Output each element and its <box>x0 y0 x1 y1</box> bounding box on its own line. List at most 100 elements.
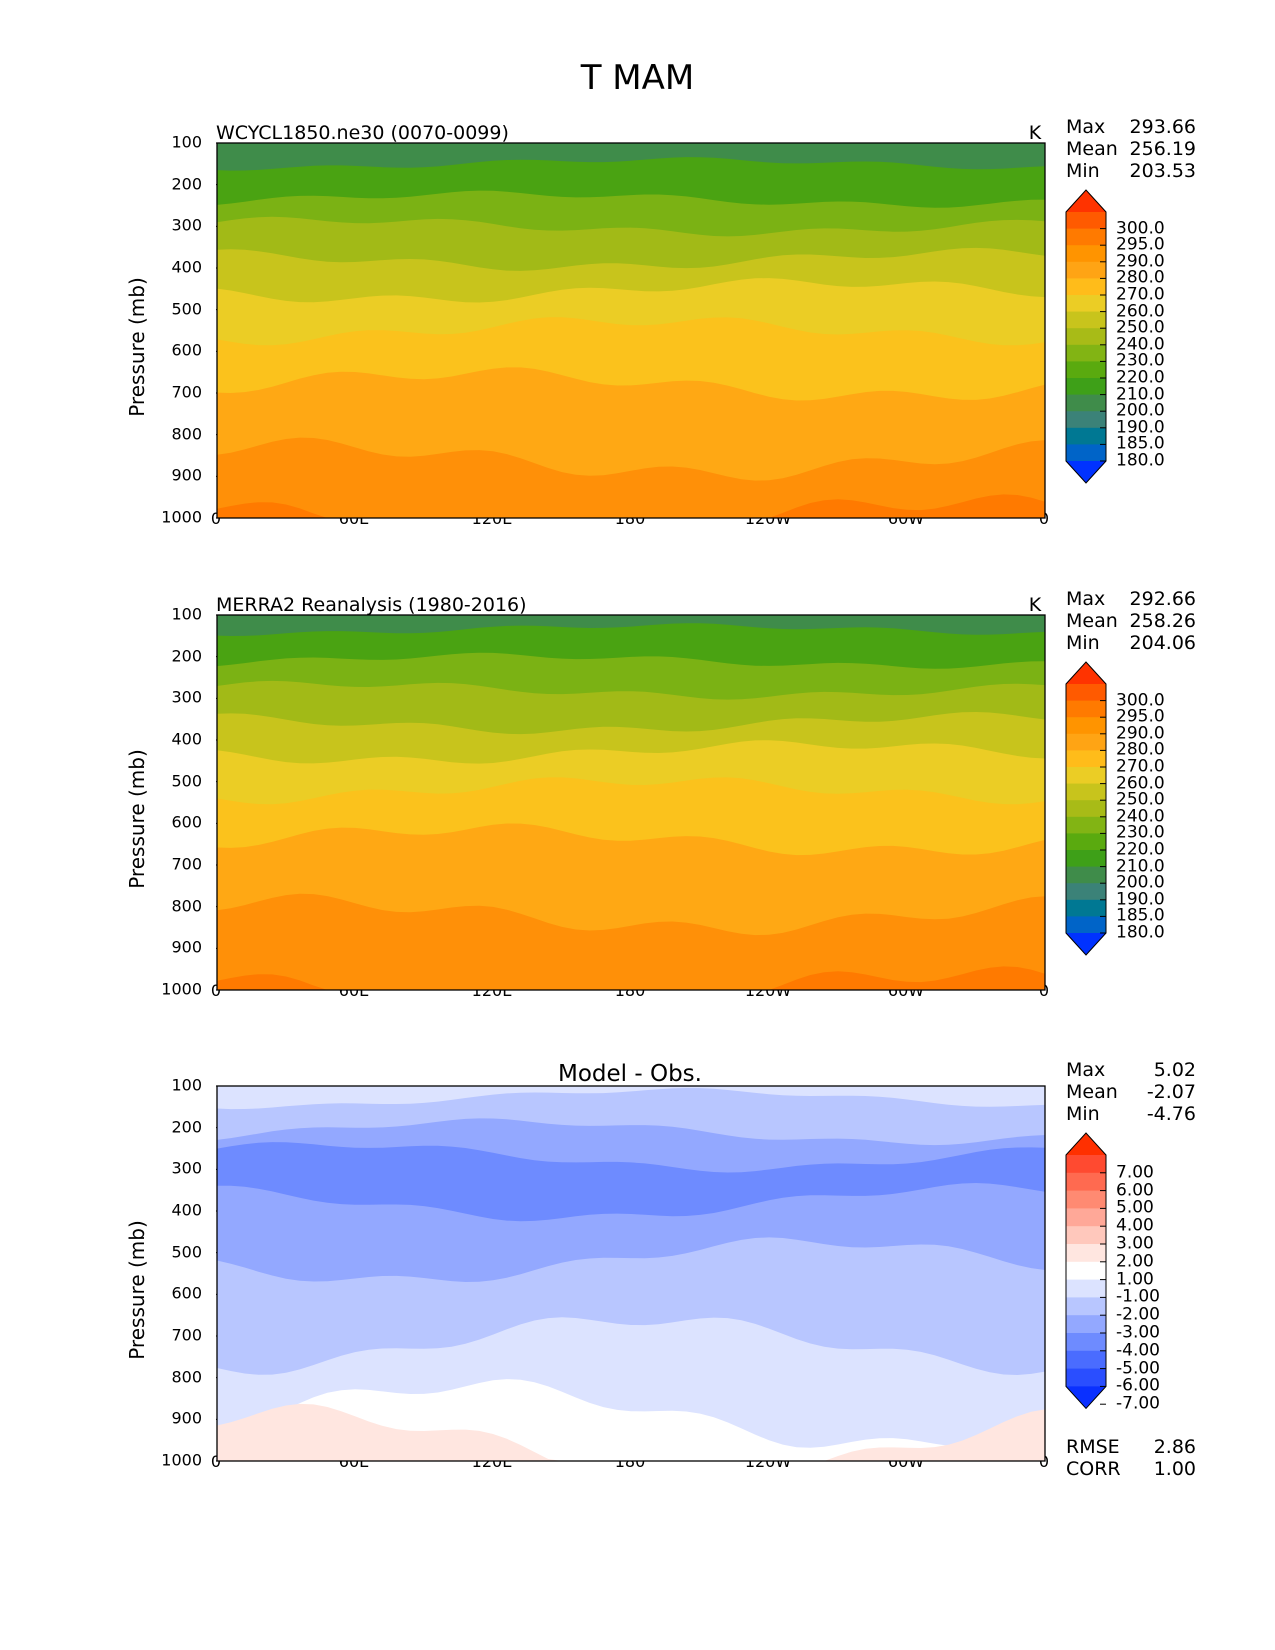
colorbar-cell <box>1066 684 1106 702</box>
stat-label: Mean <box>1066 1081 1118 1103</box>
colorbar-level: 180.0 <box>1116 922 1165 943</box>
colorbar-level: 250.0 <box>1116 317 1165 338</box>
colorbar-cell <box>1066 295 1106 313</box>
colorbar-level: 3.00 <box>1116 1233 1154 1254</box>
colorbar-level: -5.00 <box>1116 1358 1160 1379</box>
y-tick-label: 300 <box>171 215 202 235</box>
colorbar-level: 270.0 <box>1116 284 1165 305</box>
contour-band <box>217 437 1045 518</box>
stats-box: Max 292.66 Mean 258.26 Min 204.06 <box>1066 588 1196 654</box>
stat-label: Max <box>1066 588 1106 610</box>
colorbar-level: 220.0 <box>1116 839 1165 860</box>
colorbar-level: 5.00 <box>1116 1197 1154 1218</box>
stat-label: Min <box>1066 632 1100 654</box>
colorbar-level: 240.0 <box>1116 334 1165 355</box>
colorbar-level: 185.0 <box>1116 905 1165 926</box>
colorbar-cell <box>1066 1244 1106 1263</box>
bottom-stat-row: RMSE 2.86 <box>1066 1436 1196 1458</box>
colorbar <box>1065 661 1107 956</box>
colorbar-cell <box>1066 444 1106 462</box>
y-tick-label: 1000 <box>161 1450 202 1470</box>
colorbar-level: 260.0 <box>1116 301 1165 322</box>
colorbar-level: 260.0 <box>1116 773 1165 794</box>
colorbar-level: 295.0 <box>1116 234 1165 255</box>
colorbar-level: -3.00 <box>1116 1322 1160 1343</box>
colorbar-level: 180.0 <box>1116 450 1165 471</box>
y-tick-label: 400 <box>171 729 202 749</box>
colorbar-cell <box>1066 427 1106 445</box>
colorbar-cell <box>1066 1155 1106 1174</box>
colorbar-cell <box>1066 261 1106 279</box>
contour-plot <box>216 614 1046 991</box>
colorbar-level: 280.0 <box>1116 739 1165 760</box>
colorbar-cell <box>1066 833 1106 851</box>
colorbar-level: 6.00 <box>1116 1180 1154 1201</box>
colorbar-level: 1.00 <box>1116 1269 1154 1290</box>
bottom-stats: RMSE 2.86 CORR 1.00 <box>1066 1436 1196 1480</box>
y-tick-label: 800 <box>171 1367 202 1387</box>
colorbar-cell <box>1066 850 1106 868</box>
colorbar-level: 190.0 <box>1116 417 1165 438</box>
panel-1: WCYCL1850.ne30 (0070-0099) K Pressure (mb)… <box>0 116 1275 592</box>
stat-value: 292.66 <box>1129 588 1196 610</box>
stat-value: -2.07 <box>1146 1081 1196 1103</box>
colorbar-max-extend <box>1066 1133 1106 1155</box>
colorbar-cell <box>1066 1333 1106 1352</box>
y-tick-label: 100 <box>171 604 202 624</box>
y-tick-label: 300 <box>171 687 202 707</box>
colorbar-cell <box>1066 883 1106 901</box>
stat-label: Max <box>1066 1059 1106 1081</box>
colorbar-level: 295.0 <box>1116 706 1165 727</box>
plot-frame <box>216 142 1046 519</box>
y-tick-label: 900 <box>171 465 202 485</box>
contour-band <box>217 494 1045 518</box>
colorbar-cell <box>1066 394 1106 412</box>
y-tick-label: 600 <box>171 1283 202 1303</box>
y-tick-label: 500 <box>171 1242 202 1262</box>
colorbar-level: -4.00 <box>1116 1340 1160 1361</box>
y-tick-label: 100 <box>171 132 202 152</box>
colorbar-max-extend <box>1066 662 1106 684</box>
contour-band <box>217 1403 1045 1461</box>
colorbar-cell <box>1066 1368 1106 1387</box>
y-tick-label: 100 <box>171 1075 202 1095</box>
stat-row: Mean 258.26 <box>1066 610 1196 632</box>
panel-2: MERRA2 Reanalysis (1980-2016) K Pressure (… <box>0 588 1275 1064</box>
y-tick-label: 600 <box>171 812 202 832</box>
y-tick-label: 200 <box>171 1117 202 1137</box>
colorbar-level: 290.0 <box>1116 251 1165 272</box>
colorbar-level: 240.0 <box>1116 806 1165 827</box>
colorbar-cell <box>1066 1172 1106 1192</box>
colorbar-cell <box>1066 378 1106 396</box>
colorbar-cell <box>1066 245 1106 263</box>
colorbar <box>1065 189 1107 484</box>
colorbar-level: 220.0 <box>1116 367 1165 388</box>
y-tick-label: 1000 <box>161 979 202 999</box>
colorbar-cell <box>1066 1190 1106 1209</box>
colorbar-level: 4.00 <box>1116 1215 1154 1236</box>
y-axis-label: Pressure (mb) <box>122 749 152 889</box>
stat-value: 256.19 <box>1129 138 1196 160</box>
contour-plot <box>216 142 1046 519</box>
stat-label: CORR <box>1066 1458 1121 1480</box>
colorbar-level: 290.0 <box>1116 723 1165 744</box>
y-tick-label: 300 <box>171 1158 202 1178</box>
colorbar-cell <box>1066 212 1106 230</box>
colorbar-cell <box>1066 228 1106 246</box>
y-tick-label: 500 <box>171 299 202 319</box>
colorbar-cell <box>1066 344 1106 362</box>
stat-value: 1.00 <box>1153 1458 1196 1480</box>
stat-label: Min <box>1066 1103 1100 1125</box>
stats-box: Max 5.02 Mean -2.07 Min -4.76 <box>1066 1059 1196 1125</box>
colorbar-min-extend <box>1066 1386 1106 1409</box>
stat-value: -4.76 <box>1146 1103 1196 1125</box>
colorbar-cell <box>1066 767 1106 785</box>
colorbar-level: -7.00 <box>1116 1393 1160 1414</box>
contour-plot <box>216 1085 1046 1462</box>
stat-label: Mean <box>1066 138 1118 160</box>
y-tick-label: 900 <box>171 937 202 957</box>
stat-label: Max <box>1066 116 1106 138</box>
colorbar-cell <box>1066 278 1106 296</box>
stat-row: Max 292.66 <box>1066 588 1196 610</box>
y-tick-label: 700 <box>171 854 202 874</box>
